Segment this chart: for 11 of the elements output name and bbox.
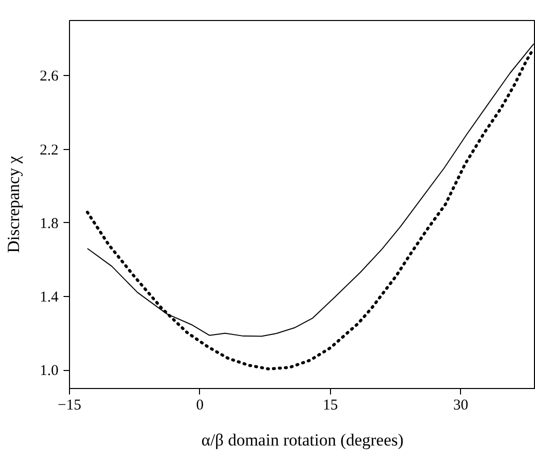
- y-tick-label: 2.6: [40, 68, 59, 85]
- y-tick-label: 1.8: [40, 216, 58, 232]
- x-tick-label: 30: [453, 398, 468, 414]
- y-tick-label: 1.0: [40, 363, 58, 380]
- y-tick-label: 2.2: [40, 142, 58, 158]
- x-tick-label: −15: [58, 398, 82, 414]
- x-tick-label: 15: [322, 398, 338, 414]
- y-axis-title: Discrepancy χ: [4, 156, 23, 253]
- x-tick-label: 0: [196, 398, 204, 414]
- y-tick-label: 1.4: [40, 290, 59, 306]
- x-axis-title: α/β domain rotation (degrees): [201, 430, 404, 450]
